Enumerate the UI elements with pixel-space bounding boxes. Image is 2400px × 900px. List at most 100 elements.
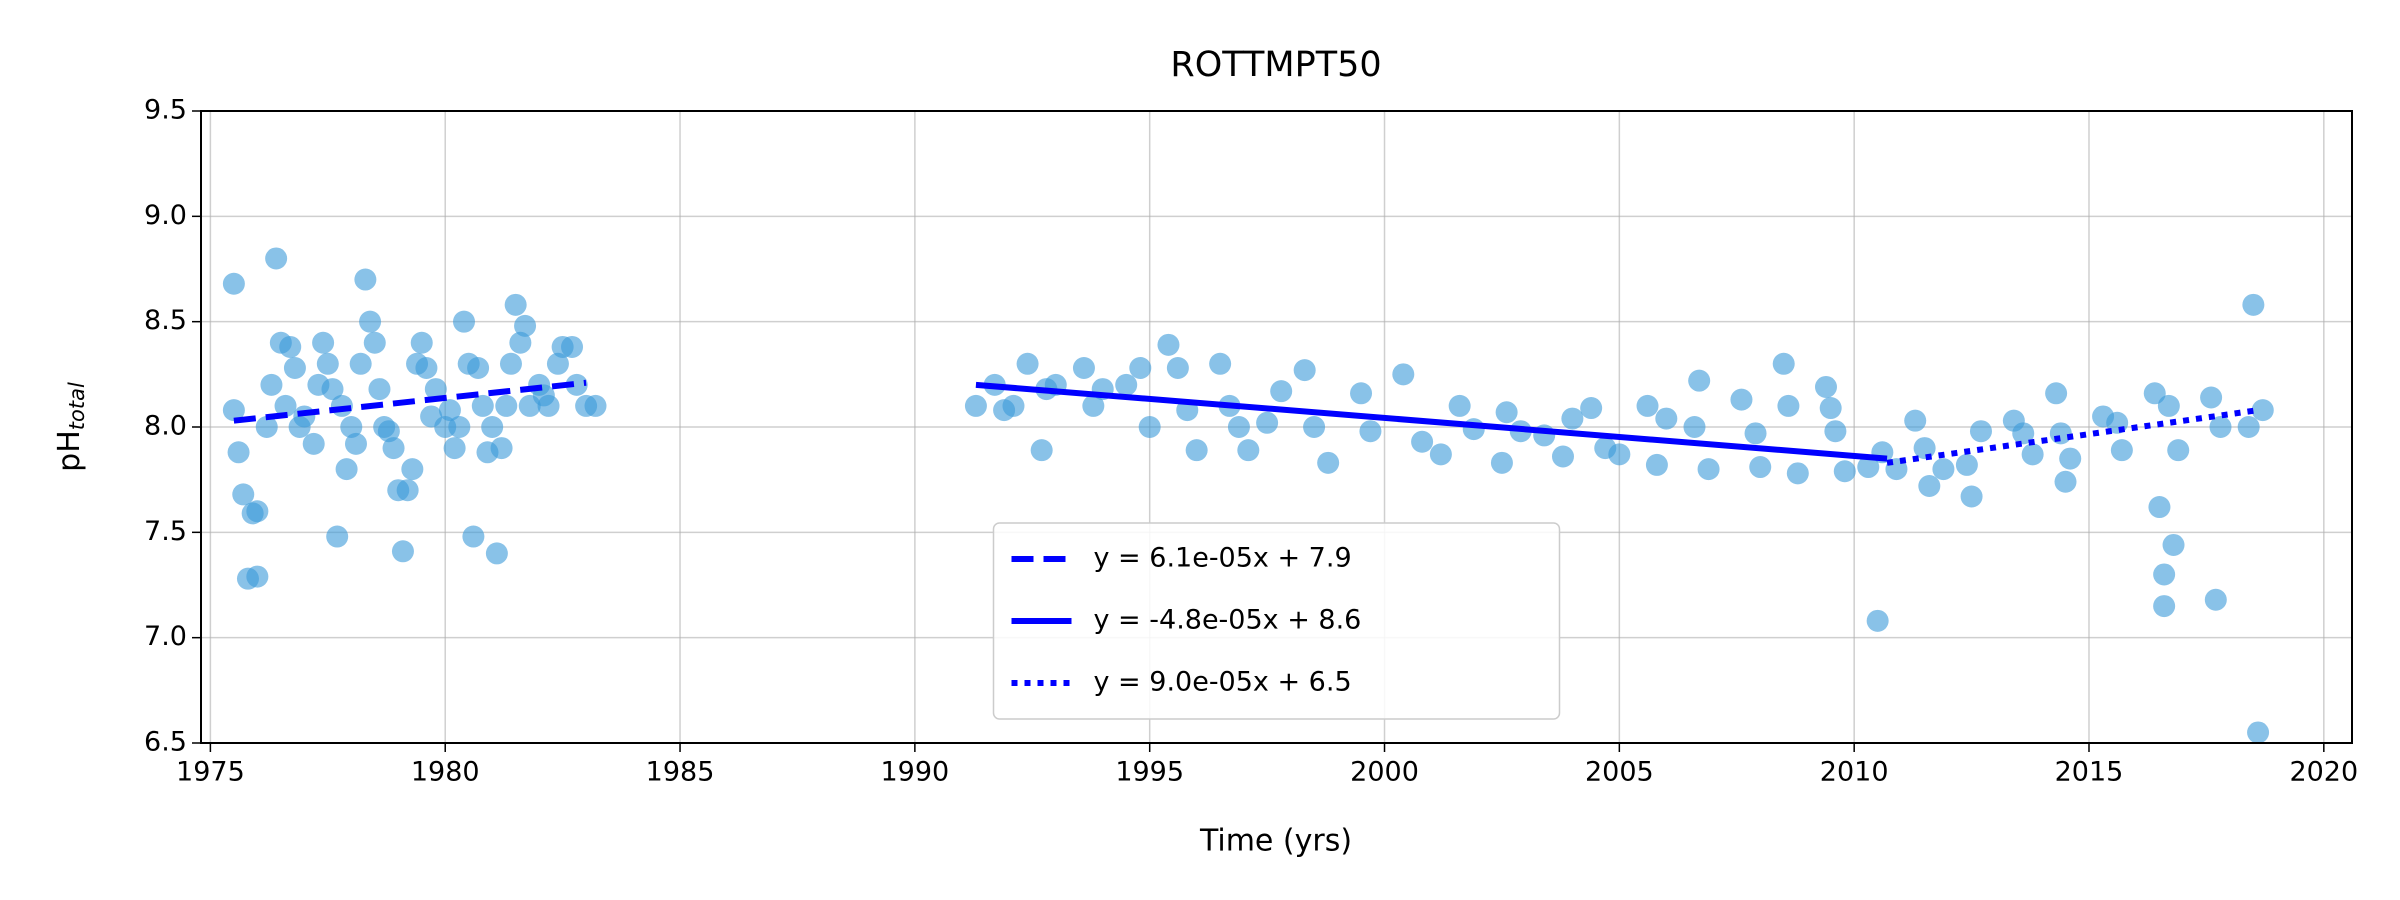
scatter-point (2049, 422, 2072, 445)
scatter-point (1655, 407, 1678, 430)
scatter-point (1157, 333, 1180, 356)
scatter-point (2054, 470, 2077, 493)
scatter-point (443, 437, 466, 460)
scatter-point (1608, 443, 1631, 466)
scatter-point (1462, 418, 1485, 441)
plot-frame (200, 110, 2353, 744)
scatter-point (2242, 293, 2265, 316)
scatter-point (2012, 422, 2035, 445)
scatter-point (2162, 533, 2185, 556)
scatter-point (565, 373, 588, 396)
scatter-point (1448, 394, 1471, 417)
scatter-point (1904, 409, 1927, 432)
scatter-point (1002, 394, 1025, 417)
scatter-point (2237, 416, 2260, 438)
scatter-point (546, 352, 569, 375)
legend-frame (992, 522, 1561, 720)
legend: y = 6.1e-05x + 7.9 y = -4.8e-05x + 8.6 y =… (992, 522, 1561, 720)
x-tick-label: 1975 (176, 757, 245, 788)
y-tick-label: 6.5 (144, 727, 187, 758)
scatter-point (1955, 453, 1978, 476)
y-tick-label: 8.5 (144, 305, 187, 336)
scatter-point (2110, 439, 2133, 462)
scatter-point (335, 458, 358, 481)
scatter-point (1645, 453, 1668, 476)
x-tick-label: 2010 (1820, 757, 1889, 788)
scatter-point (1350, 382, 1373, 405)
scatter-point (1969, 420, 1992, 443)
chart-title: ROTTMPT50 (1170, 45, 1381, 85)
scatter-point (326, 525, 349, 548)
scatter-point (1303, 416, 1326, 438)
scatter-point (2204, 588, 2227, 611)
scatter-point (1392, 363, 1415, 386)
y-tick-label: 8.0 (144, 411, 187, 442)
scatter-point (1082, 394, 1105, 417)
scatter-point (302, 432, 325, 455)
x-tick-label: 1990 (881, 757, 950, 788)
scatter-point (293, 405, 316, 428)
y-axis-label: pHtotal (52, 382, 90, 472)
scatter-point (312, 331, 335, 354)
scatter-point (1115, 373, 1138, 396)
scatter-point (1777, 394, 1800, 417)
x-axis-label: Time (yrs) (1199, 824, 1352, 859)
x-tick-label: 1995 (1115, 757, 1184, 788)
scatter-point (471, 394, 494, 417)
scatter-point (1030, 439, 1053, 462)
scatter-point (255, 416, 278, 438)
scatter-point (354, 268, 377, 291)
scatter-point (1072, 357, 1095, 380)
scatter-point (2157, 394, 2180, 417)
scatter-point (1495, 401, 1518, 424)
scatter-point (363, 331, 386, 354)
scatter-point (283, 357, 306, 380)
scatter-point (2209, 416, 2232, 438)
scatter-point (499, 352, 522, 375)
scatter-point (1857, 456, 1880, 479)
scatter-point (964, 394, 987, 417)
scatter-point (1016, 352, 1039, 375)
scatter-point (359, 310, 382, 333)
scatter-point (462, 525, 485, 548)
scatter-point (453, 310, 476, 333)
scatter-point (1960, 485, 1983, 508)
scatter-point (1730, 388, 1753, 411)
trend-line (975, 381, 1888, 462)
scatter-point (1317, 451, 1340, 474)
scatter-point (1814, 375, 1837, 398)
scatter-point (1932, 458, 1955, 481)
scatter-point (1580, 397, 1603, 420)
scatter-point (1824, 420, 1847, 443)
scatter-point (2251, 399, 2274, 422)
scatter-point (274, 394, 297, 417)
scatter-point (396, 479, 419, 502)
scatter-point (1786, 462, 1809, 485)
trend-line (233, 379, 587, 424)
scatter-point (2153, 595, 2176, 618)
scatter-point (1688, 369, 1711, 392)
scatter-point (1744, 422, 1767, 445)
scatter-point (504, 293, 527, 316)
scatter-point (1918, 474, 1941, 497)
scatter-point (1749, 456, 1772, 479)
legend-label: y = 6.1e-05x + 7.9 (1094, 543, 1352, 574)
y-tick-label: 9.0 (144, 200, 187, 231)
scatter-point (222, 272, 245, 295)
scatter-point (1256, 411, 1279, 434)
scatter-point (410, 331, 433, 354)
y-label-main: pH (52, 430, 87, 472)
trend-line (1886, 407, 2259, 466)
scatter-point (509, 331, 532, 354)
scatter-point (2059, 447, 2082, 470)
scatter-point (316, 352, 339, 375)
scatter-point (485, 542, 508, 565)
y-tick-label: 7.5 (144, 516, 187, 547)
scatter-point (1913, 437, 1936, 460)
scatter-point (321, 378, 344, 401)
scatter-point (561, 335, 584, 358)
scatter-point (584, 394, 607, 417)
scatter-point (391, 540, 414, 563)
scatter-point (1227, 416, 1250, 438)
scatter-point (2247, 721, 2270, 744)
